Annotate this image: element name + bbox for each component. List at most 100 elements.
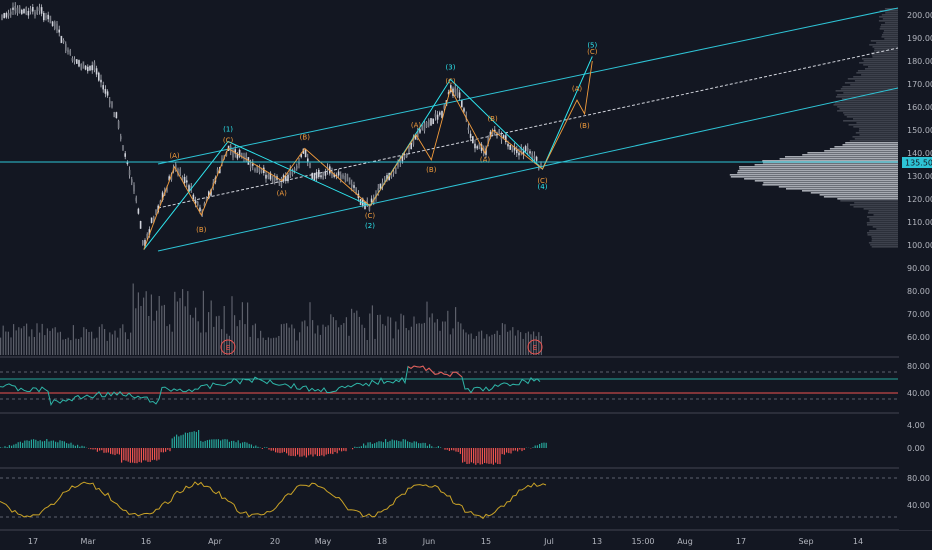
time-tick-label: 15:00 — [631, 537, 654, 546]
volume-bar — [288, 327, 290, 355]
candle-body — [205, 197, 208, 202]
macd-bar — [497, 448, 499, 464]
macd-bar — [189, 432, 191, 448]
candle-body — [304, 149, 307, 158]
price-tick-label: 160.00 — [907, 103, 932, 112]
macd-bar — [316, 448, 318, 457]
candle-body — [144, 240, 146, 247]
macd-bar — [492, 448, 494, 465]
candle-body — [452, 88, 454, 96]
intermediate-wave-label: (C) — [445, 78, 456, 86]
macd-bar — [297, 448, 299, 455]
candle-body — [43, 13, 45, 21]
price-axis[interactable]: 200.00 190.00 180.00 170.00 160.00 150.00 140.… — [899, 0, 932, 530]
macd-bar — [17, 442, 19, 448]
volume-profile-row — [729, 174, 898, 176]
macd-bar — [371, 443, 373, 448]
volume-profile-row — [744, 178, 898, 180]
macd-bar — [140, 448, 142, 463]
intermediate-wave-path — [143, 60, 593, 250]
macd-bar — [411, 442, 413, 448]
volume-profile-row — [730, 176, 898, 178]
candle-body — [289, 168, 291, 175]
volume-bar — [442, 321, 444, 355]
macd-bar — [72, 444, 74, 448]
earnings-marker-2[interactable]: E — [527, 339, 543, 355]
macd-bar — [462, 448, 464, 463]
macd-bar — [486, 448, 488, 464]
earnings-marker-label: E — [533, 344, 537, 352]
candle-body — [133, 185, 135, 192]
candle-body — [419, 129, 421, 133]
volume-bar — [93, 338, 95, 355]
macd-bar — [228, 441, 230, 448]
macd-bar — [57, 442, 59, 448]
volume-bar — [361, 324, 363, 355]
macd-bar — [105, 448, 107, 453]
macd-bar — [367, 442, 369, 448]
price-tick-label: 80.00 — [907, 287, 930, 296]
macd-bar — [52, 440, 54, 448]
rsi-pane[interactable] — [0, 365, 898, 407]
macd-bar — [517, 448, 519, 452]
volume-profile-row — [737, 172, 898, 174]
time-tick-label: 14 — [853, 537, 863, 546]
earnings-marker-1[interactable]: E — [220, 339, 236, 355]
price-tick-label: 70.00 — [907, 310, 930, 319]
macd-bar — [235, 442, 237, 448]
candle-body — [412, 136, 415, 145]
macd-bar — [239, 443, 241, 448]
time-axis[interactable]: 17 Mar 16 Apr 20 May 18 Jun 15 Jul 13 15:00 Aug 17 Sep… — [28, 537, 863, 546]
candle-body — [241, 152, 243, 159]
volume-bar — [44, 335, 46, 355]
macd-bar — [358, 446, 360, 448]
volume-bar — [382, 324, 384, 355]
volume-bar — [509, 330, 511, 355]
volume-bar — [429, 317, 431, 355]
macd-bar — [26, 440, 28, 448]
candle-body — [91, 65, 93, 71]
volume-profile-row — [807, 152, 898, 154]
volume-bar — [114, 330, 116, 355]
volume-bar — [174, 291, 176, 355]
volume-profile-row — [867, 234, 898, 236]
macd-bar — [420, 443, 422, 448]
volume-bar — [223, 306, 225, 355]
candle-body — [137, 208, 140, 214]
volume-bar — [462, 329, 464, 355]
candle-body — [40, 7, 43, 14]
macd-bar — [134, 448, 136, 464]
volume-bar — [161, 305, 163, 355]
candle-body — [84, 65, 87, 70]
candle-body — [353, 185, 355, 188]
volume-profile-row — [847, 78, 898, 80]
volume-bar — [348, 335, 350, 355]
volume-bar — [67, 337, 69, 355]
candle-body — [18, 5, 21, 14]
volume-bar — [124, 332, 126, 355]
macd-bar — [391, 439, 393, 448]
volume-bar — [387, 316, 389, 355]
macd-bar — [35, 439, 37, 448]
macd-bar — [8, 445, 10, 448]
volume-profile-row — [762, 162, 898, 164]
macd-bar — [136, 448, 138, 464]
candle-body — [216, 168, 219, 174]
volume-profile-row — [843, 112, 898, 114]
volume-bar — [75, 338, 77, 355]
price-pane[interactable]: (1) (2) (3) (4) (5) (A) (B) (C) (A) (B) (C) (A) (B) (… — [0, 2, 899, 355]
volume-profile-row — [842, 86, 898, 88]
macd-bar — [250, 444, 252, 448]
macd-bar — [15, 443, 17, 448]
candle-body — [474, 143, 476, 149]
macd-histogram — [0, 430, 547, 465]
candle-body — [210, 189, 212, 196]
macd-histogram-pane[interactable] — [0, 430, 547, 465]
candle-body — [115, 112, 118, 119]
volume-bar — [195, 307, 197, 355]
stochastic-pane[interactable] — [0, 477, 898, 520]
candle-body — [80, 64, 82, 70]
candle-body — [291, 170, 294, 175]
volume-bar — [202, 290, 204, 355]
